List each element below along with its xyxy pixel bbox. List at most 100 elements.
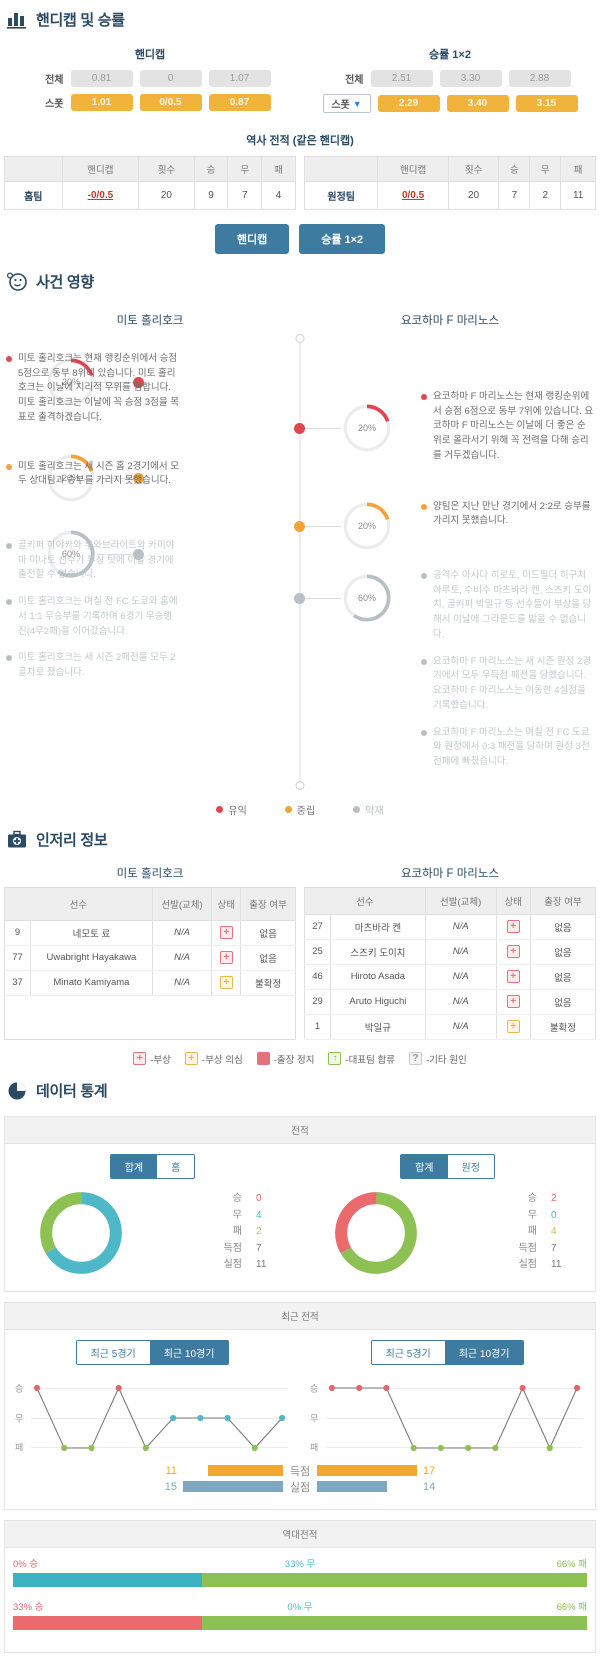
h2h-panel-title: 역대전적	[5, 1520, 595, 1548]
bullet-dot-icon	[6, 463, 12, 470]
row-handicap[interactable]: -0/0.5	[61, 181, 140, 210]
away-recent-toggle[interactable]: 최근 5경기 최근 10경기	[370, 1339, 525, 1365]
legend-swatch-icon	[216, 805, 224, 813]
impact-donut-chart: 60%	[45, 528, 97, 580]
goal-bars: 11 득점 17 15 실점 14	[5, 1457, 595, 1497]
player-status: +	[211, 945, 242, 971]
player-status: +	[495, 1014, 531, 1040]
player-status: +	[495, 989, 531, 1015]
timeline-node: 20%	[45, 356, 144, 408]
toggle-last10[interactable]: 최근 10경기	[149, 1340, 229, 1364]
timeline-node: 20%	[45, 452, 144, 504]
h2h-draw-label: 33% 무	[284, 1558, 316, 1570]
winrate-spot-row: 스폿 ▼ 2.29 3.40 3.15	[300, 94, 600, 113]
history-table-away: 핸디캡 횟수 승 무 패 원정팀 0/0.5 20 7 2 11	[303, 156, 596, 210]
col-team	[303, 156, 379, 182]
home-form-plot	[31, 1379, 288, 1457]
legend-item-other: ? -기타 원인	[408, 1052, 467, 1066]
odds-cell[interactable]: 0.81	[70, 70, 133, 87]
history-tables: 핸디캡 횟수 승 무 패 홈팀 -0/0.5 20 9 7 4 핸디캡 횟수 승…	[0, 156, 600, 210]
odds-cell[interactable]: 2.29	[377, 95, 440, 112]
home-scored-value: 11	[165, 1464, 177, 1477]
h2h-body: 0% 승 33% 무 66% 패 33% 승 0% 무 66% 패	[5, 1548, 595, 1652]
toggle-total[interactable]: 합계	[401, 1154, 448, 1178]
row-handicap[interactable]: 0/0.5	[377, 181, 449, 210]
player-name: 네모토 료	[30, 920, 153, 946]
spot-select[interactable]: 스폿 ▼	[322, 94, 371, 113]
odds-cell[interactable]: 0.87	[208, 94, 271, 111]
bullet-text: 요코하마 F 마리노스는 현재 랭킹순위에서 승점 6점으로 동부 7위에 있습…	[433, 391, 594, 461]
legend-item: 약재	[353, 802, 384, 817]
recent-panel-body: 최근 5경기 최근 10경기 최근 5경기 최근 10경기 승 무 패	[5, 1330, 595, 1509]
home-recent-toggle[interactable]: 최근 5경기 최근 10경기	[75, 1339, 230, 1365]
toggle-away[interactable]: 원정	[447, 1154, 494, 1178]
player-status: +	[495, 914, 531, 940]
bullet-dot-icon	[421, 394, 427, 400]
odds-cell[interactable]: 3.30	[439, 70, 502, 87]
away-form-plot	[326, 1379, 583, 1457]
medical-kit-icon	[6, 829, 28, 851]
injury-title: 인저리 정보	[36, 832, 108, 850]
impact-donut-label: 20%	[357, 423, 376, 433]
odds-cell[interactable]: 0	[139, 70, 202, 87]
odds-cell[interactable]: 3.15	[515, 95, 578, 112]
impact-donut-label: 20%	[357, 521, 376, 531]
bullet-text: 미토 홀리호크는 현재 랭킹순위에서 승점 5점으로 동부 8위에 있습니다. …	[18, 353, 179, 423]
toggle-home[interactable]: 홈	[157, 1154, 195, 1178]
odds-cell[interactable]: 3.40	[446, 95, 509, 112]
legend-label: 약재	[365, 805, 384, 817]
table-row: 46 Hiroto Asada N/A + 없음	[304, 964, 597, 990]
toggle-last10[interactable]: 최근 10경기	[444, 1340, 524, 1364]
winrate-tab-button[interactable]: 승률 1×2	[299, 224, 386, 254]
timeline-node: 20%	[294, 402, 393, 454]
injury-badge-icon: +	[506, 995, 520, 1009]
home-record-donut-chart	[40, 1191, 122, 1274]
col-draw: 무	[227, 156, 263, 182]
injury-section-header: 인저리 정보	[0, 821, 600, 857]
history-title: 역사 전적 (같은 핸디캡)	[246, 135, 354, 147]
timeline-gutter	[185, 338, 415, 782]
handicap-link[interactable]: 0/0.5	[401, 190, 425, 201]
player-lineup: N/A	[151, 970, 213, 996]
toggle-last5[interactable]: 최근 5경기	[371, 1340, 445, 1364]
legend-label: -부상	[150, 1054, 171, 1066]
toggle-total[interactable]: 합계	[110, 1154, 158, 1178]
bullet-item: 양팀은 지난 만난 경기에서 2:2로 승부를 가리지 못했습니다.	[421, 500, 594, 529]
home-scope-toggle[interactable]: 합계 홈	[109, 1153, 196, 1179]
national-team-badge-icon: ↑	[328, 1052, 342, 1066]
odds-cell[interactable]: 1.07	[208, 70, 271, 87]
kv-row: 실점 11	[519, 1257, 567, 1274]
doubt-badge-icon: +	[184, 1052, 198, 1066]
toggle-last5[interactable]: 최근 5경기	[76, 1340, 150, 1364]
h2h-row1-bar	[13, 1572, 587, 1587]
table-row: 1 박일규 N/A + 불확정	[304, 1014, 597, 1040]
kv-key: 득점	[223, 1242, 242, 1254]
conceded-label: 실점	[289, 1481, 311, 1494]
bullet-item: 요코하마 F 마리노스는 현재 랭킹순위에서 승점 6점으로 동부 7위에 있습…	[421, 390, 594, 464]
odds-cell[interactable]: 2.88	[508, 70, 571, 87]
col-lineup: 선발(교체)	[151, 886, 213, 921]
doubt-badge-icon: +	[219, 976, 233, 990]
timeline-node-dot-icon	[133, 376, 144, 388]
player-name: 마츠바라 켄	[330, 914, 426, 940]
handicap-tab-button[interactable]: 핸디캡	[214, 224, 290, 254]
player-name: Aruto Higuchi	[330, 989, 426, 1015]
player-availability: 없음	[529, 914, 597, 940]
odds-cell[interactable]: 1.01	[70, 94, 133, 111]
timeline-spine	[299, 338, 301, 786]
doubt-badge-icon: +	[506, 1020, 520, 1034]
odds-cell[interactable]: 0/0.5	[139, 94, 202, 111]
legend-label: -출장 정지	[273, 1054, 315, 1066]
kv-key: 득점	[518, 1242, 537, 1254]
page-title: 핸디캡 및 승률	[36, 11, 125, 29]
handicap-link[interactable]: -0/0.5	[87, 190, 114, 201]
kv-value: 7	[551, 1242, 557, 1254]
h2h-win-label: 33% 승	[13, 1601, 44, 1613]
spot-select-value: 스폿	[331, 100, 350, 111]
away-scope-toggle[interactable]: 합계 원정	[400, 1153, 495, 1179]
bullet-dot-icon	[421, 729, 427, 736]
odds-cell[interactable]: 2.51	[370, 70, 433, 87]
record-panel-title: 전적	[5, 1116, 595, 1144]
kv-value: 11	[551, 1259, 562, 1271]
